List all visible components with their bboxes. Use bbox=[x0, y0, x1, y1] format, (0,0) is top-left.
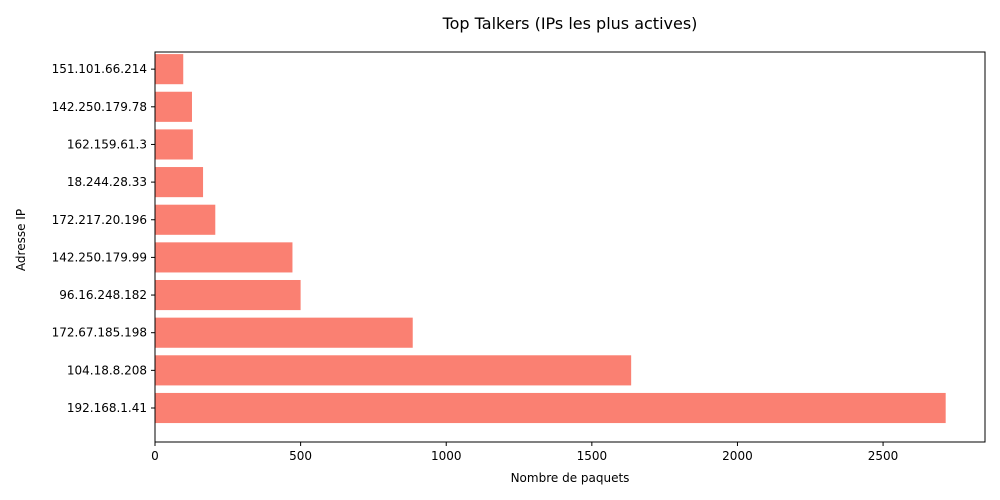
y-tick-label: 142.250.179.78 bbox=[52, 100, 147, 114]
bar bbox=[155, 355, 632, 386]
x-tick-label: 2500 bbox=[868, 449, 899, 463]
y-axis: 192.168.1.41 104.18.8.208 172.67.185.198 96… bbox=[52, 62, 155, 415]
bar bbox=[155, 317, 413, 348]
bars-group bbox=[155, 54, 946, 424]
y-tick-label: 142.250.179.99 bbox=[52, 250, 147, 264]
x-axis-label: Nombre de paquets bbox=[511, 471, 630, 485]
x-tick-label: 0 bbox=[151, 449, 159, 463]
bar bbox=[155, 167, 204, 198]
x-tick-label: 1500 bbox=[577, 449, 608, 463]
y-tick-label: 151.101.66.214 bbox=[52, 62, 147, 76]
y-tick-label: 96.16.248.182 bbox=[59, 288, 147, 302]
y-tick-label: 172.217.20.196 bbox=[52, 213, 147, 227]
x-tick-label: 2000 bbox=[722, 449, 753, 463]
y-axis-label: Adresse IP bbox=[14, 209, 28, 271]
bar bbox=[155, 242, 293, 273]
plot-frame bbox=[154, 51, 986, 443]
bar bbox=[155, 279, 301, 311]
chart-title: Top Talkers (IPs les plus actives) bbox=[442, 14, 698, 33]
bar bbox=[155, 54, 184, 85]
x-tick-label: 500 bbox=[289, 449, 312, 463]
y-tick-label: 104.18.8.208 bbox=[67, 363, 147, 377]
bar bbox=[155, 129, 193, 160]
bar bbox=[155, 392, 946, 424]
y-tick-label: 172.67.185.198 bbox=[52, 326, 147, 340]
y-tick-label: 162.159.61.3 bbox=[67, 137, 147, 151]
x-tick-label: 1000 bbox=[431, 449, 462, 463]
y-tick-label: 18.244.28.33 bbox=[67, 175, 147, 189]
x-axis: 0 500 1000 1500 2000 2500 bbox=[151, 442, 898, 463]
bar bbox=[155, 204, 216, 235]
bar bbox=[155, 91, 192, 122]
y-tick-label: 192.168.1.41 bbox=[67, 401, 147, 415]
